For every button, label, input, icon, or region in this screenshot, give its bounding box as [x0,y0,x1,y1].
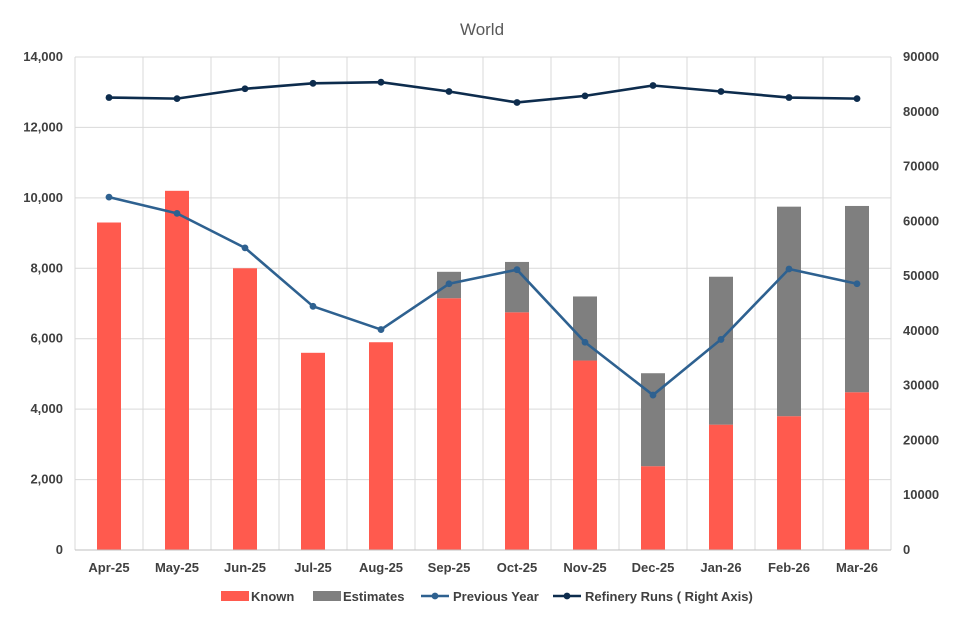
x-tick-label: Dec-25 [632,560,675,575]
x-tick-label: Nov-25 [563,560,606,575]
bar-known [777,416,801,550]
bars-layer [97,190,869,551]
legend-marker-refinery-runs-right-axis [563,592,571,600]
marker-refinery-runs-right-axis [173,95,181,103]
marker-refinery-runs-right-axis [445,88,453,95]
line-refinery-runs-right-axis [108,80,858,104]
x-tick-label: Jan-26 [700,560,741,575]
y-left-tick-label: 10,000 [23,190,63,205]
marker-refinery-runs-right-axis [241,85,249,93]
lines-layer [105,78,861,399]
x-tick-label: Oct-25 [497,560,537,575]
marker-refinery-runs-right-axis [853,95,861,103]
bar-estimates [573,296,597,361]
bar-estimates [777,206,801,417]
legend-label-previous-year: Previous Year [453,589,539,604]
marker-previous-year [513,266,521,274]
y-right-tick-label: 20000 [903,432,939,447]
marker-previous-year [377,326,385,333]
bar-known [641,466,665,550]
marker-refinery-runs-right-axis [581,92,589,100]
bar-known [505,312,529,550]
marker-refinery-runs-right-axis [649,82,657,89]
y-right-tick-label: 50000 [903,268,939,283]
marker-previous-year [649,391,657,399]
marker-refinery-runs-right-axis [377,78,385,86]
y-right-tick-label: 0 [903,542,910,557]
marker-refinery-runs-right-axis [785,94,793,101]
y-right-tick-label: 90000 [903,49,939,64]
marker-previous-year [105,193,113,201]
x-tick-label: May-25 [155,560,199,575]
bar-known [301,352,325,550]
legend-marker-previous-year [431,592,439,600]
grid-layer [74,56,892,550]
bar-known [573,360,597,550]
marker-previous-year [717,336,725,343]
y-left-tick-label: 4,000 [30,401,63,416]
legend-swatch-estimates [313,591,341,601]
marker-refinery-runs-right-axis [513,99,521,106]
y-left-tick-label: 14,000 [23,49,63,64]
y-right-tick-label: 10000 [903,487,939,502]
legend-swatch-known [221,591,249,601]
y-right-tick-label: 70000 [903,159,939,174]
y-left-tick-label: 0 [56,542,63,557]
x-tick-label: Aug-25 [359,560,403,575]
y-left-tick-label: 6,000 [30,331,63,346]
y-right-tick-label: 40000 [903,323,939,338]
marker-previous-year [445,280,453,288]
y-right-tick-label: 30000 [903,378,939,393]
line-previous-year [108,195,858,397]
y-left-tick-label: 2,000 [30,472,63,487]
y-right-tick-label: 80000 [903,104,939,119]
bar-known [369,342,393,550]
marker-previous-year [173,209,181,217]
y-right-tick-label: 60000 [903,213,939,228]
x-tick-label: Mar-26 [836,560,878,575]
marker-refinery-runs-right-axis [717,88,725,95]
chart-title: World [460,20,504,39]
axes-layer: 0 2,000 4,000 6,000 8,000 10,000 12,000 14,000 0… [23,49,939,575]
bar-known [233,268,257,550]
y-left-tick-label: 12,000 [23,119,63,134]
marker-previous-year [581,338,589,346]
y-left-tick-label: 8,000 [30,260,63,275]
legend: Known Estimates Previous Year Refinery Runs… [221,589,753,604]
marker-refinery-runs-right-axis [105,94,113,101]
marker-previous-year [241,244,249,252]
bar-known [845,392,869,550]
x-tick-label: Sep-25 [428,560,471,575]
marker-previous-year [309,302,317,310]
bar-known [165,190,189,551]
marker-refinery-runs-right-axis [309,79,317,87]
x-tick-label: Jun-25 [224,560,266,575]
bar-known [437,298,461,550]
bar-known [97,222,121,550]
x-tick-label: Apr-25 [88,560,129,575]
bar-estimates [845,205,869,393]
bar-known [709,424,733,550]
legend-label-refinery-runs-right-axis: Refinery Runs ( Right Axis) [585,589,753,604]
x-tick-label: Feb-26 [768,560,810,575]
marker-previous-year [785,265,793,273]
x-tick-label: Jul-25 [294,560,332,575]
legend-label-known: Known [251,589,294,604]
bar-estimates [709,276,733,425]
marker-previous-year [853,280,861,288]
legend-label-estimates: Estimates [343,589,404,604]
